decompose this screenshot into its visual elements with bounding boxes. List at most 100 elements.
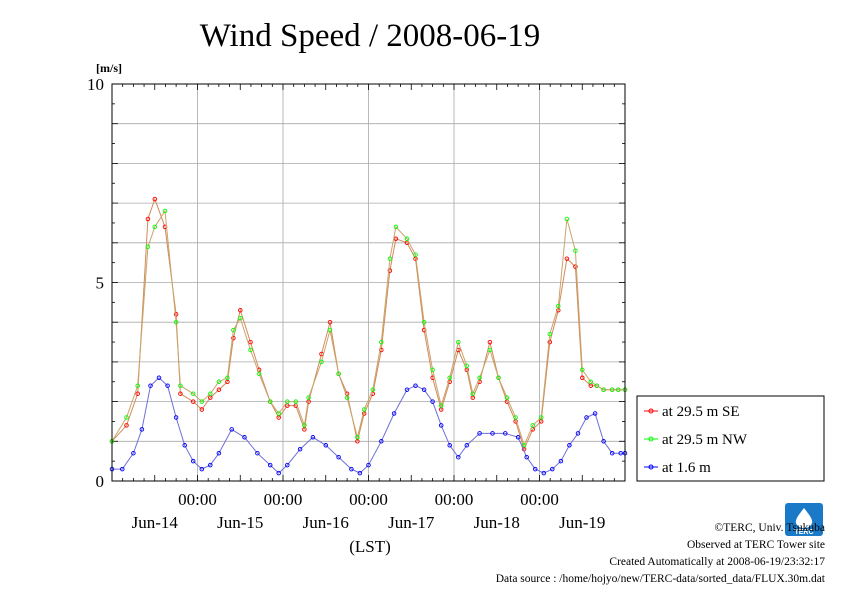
source-text: Data source : /home/hojyo/new/TERC-data/… <box>495 573 825 585</box>
data-point <box>447 375 452 381</box>
y-tick-labels: 0 5 10 <box>87 75 104 491</box>
data-point <box>430 367 435 373</box>
data-point <box>357 470 363 476</box>
data-point <box>438 423 444 428</box>
data-point <box>456 339 461 345</box>
data-point <box>199 466 205 472</box>
data-point <box>162 208 168 214</box>
x-time-tick-label: 00:00 <box>349 490 388 509</box>
data-point <box>567 443 572 448</box>
data-point <box>135 383 140 388</box>
data-point <box>513 415 518 420</box>
x-day-label: Jun-14 <box>132 513 179 532</box>
data-point <box>310 435 316 440</box>
data-point <box>580 375 585 381</box>
data-point <box>391 411 397 416</box>
data-point <box>208 391 213 396</box>
data-point <box>256 371 262 377</box>
data-point <box>470 391 476 396</box>
data-point <box>293 399 299 404</box>
data-point <box>276 470 281 476</box>
legend-marker <box>648 408 654 414</box>
series-3 <box>109 375 628 476</box>
data-point <box>276 411 281 416</box>
data-point <box>550 466 555 472</box>
data-point <box>173 319 179 325</box>
data-point <box>370 387 376 392</box>
data-point <box>477 431 482 436</box>
legend-item: at 29.5 m NW <box>644 432 748 448</box>
data-point <box>199 399 205 404</box>
data-point <box>421 319 427 325</box>
data-point <box>464 363 470 369</box>
legend-marker <box>648 436 654 442</box>
series-line <box>111 209 625 447</box>
logo-text: TERC <box>794 529 813 536</box>
data-point <box>438 403 444 408</box>
series-2 <box>109 208 628 448</box>
data-point <box>580 367 585 373</box>
data-point <box>530 423 535 428</box>
data-point <box>190 458 196 464</box>
data-point <box>573 264 578 269</box>
data-point <box>135 391 140 396</box>
data-point <box>148 383 153 388</box>
data-point <box>588 379 594 385</box>
y-tick-label: 0 <box>96 472 105 491</box>
copyright-text: ©TERC, Univ. Tsukuba <box>714 522 825 534</box>
data-point <box>336 371 341 377</box>
data-point <box>216 379 222 385</box>
data-point <box>487 347 493 353</box>
data-point <box>564 216 570 222</box>
legend-label: at 1.6 m <box>662 460 711 476</box>
data-point <box>199 407 205 412</box>
data-point <box>156 375 162 381</box>
data-point <box>231 327 236 333</box>
x-time-tick-label: 00:00 <box>264 490 303 509</box>
data-point <box>327 319 333 325</box>
x-day-label: Jun-15 <box>217 513 263 532</box>
observed-text: Observed at TERC Tower site <box>686 539 825 551</box>
legend-label: at 29.5 m SE <box>662 404 740 420</box>
data-point <box>323 443 329 448</box>
data-point <box>541 470 547 476</box>
data-point <box>609 450 615 456</box>
data-point <box>355 435 360 440</box>
series-line <box>111 197 625 451</box>
x-time-tick-label: 00:00 <box>435 490 474 509</box>
data-point <box>173 312 179 317</box>
data-point <box>379 439 384 444</box>
created-text: Created Automatically at 2008-06-19/23:3… <box>609 556 825 568</box>
data-point <box>421 387 427 392</box>
terc-logo: TERC <box>785 503 823 536</box>
x-axis-label: (LST) <box>349 537 391 556</box>
data-point <box>302 423 307 428</box>
data-point <box>413 383 418 388</box>
data-point <box>387 256 393 261</box>
legend-label: at 29.5 m NW <box>662 432 748 448</box>
data-point <box>592 411 598 416</box>
data-point <box>594 383 600 388</box>
chart-title: Wind Speed / 2008-06-19 <box>200 18 541 54</box>
x-day-label: Jun-18 <box>474 513 520 532</box>
plot-frame <box>111 83 626 482</box>
data-point <box>327 327 333 333</box>
data-point <box>477 375 482 381</box>
x-day-label: Jun-19 <box>559 513 605 532</box>
data-point <box>145 216 151 222</box>
data-point <box>430 399 435 404</box>
data-point <box>496 375 501 381</box>
data-point <box>490 431 495 436</box>
data-point <box>267 399 273 404</box>
data-point <box>285 399 290 404</box>
data-point <box>393 224 399 230</box>
data-point <box>584 415 589 420</box>
data-point <box>248 339 253 345</box>
data-point <box>404 236 410 242</box>
data-point <box>609 387 615 392</box>
data-point <box>573 248 578 253</box>
legend: at 29.5 m SE at 29.5 m NW at 1.6 m <box>636 395 825 482</box>
data-point <box>487 339 493 345</box>
data-point <box>503 431 508 436</box>
data-point <box>238 308 243 313</box>
